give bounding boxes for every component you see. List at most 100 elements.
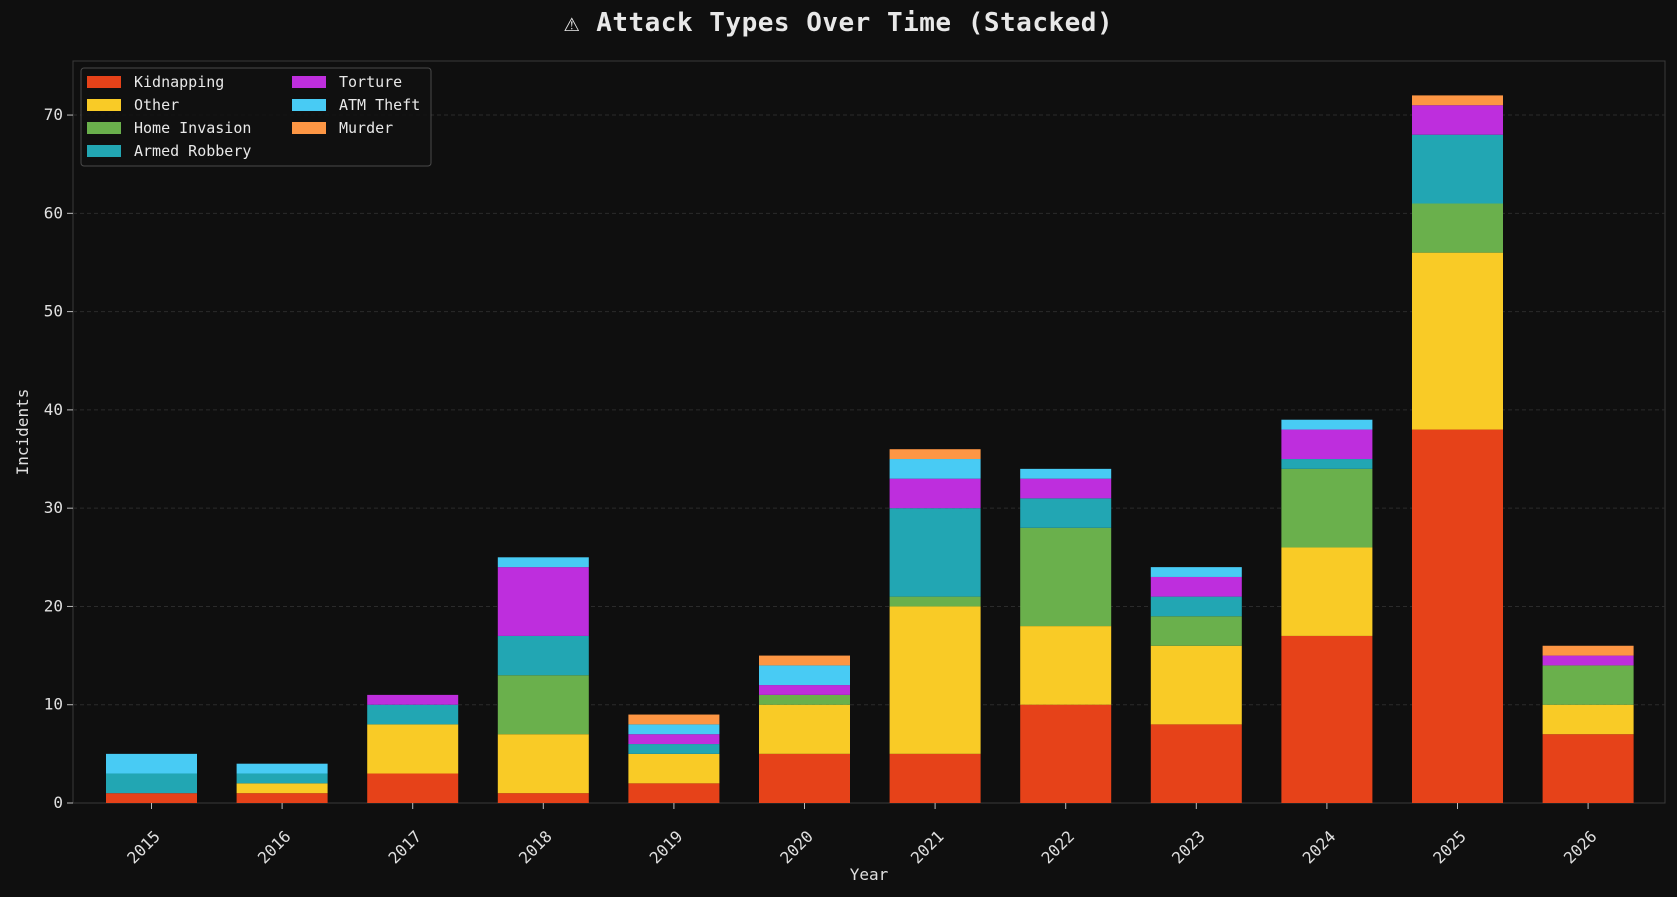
bar-segment-home-invasion-2024 (1281, 468, 1373, 548)
legend-label-other: Other (134, 96, 179, 114)
bar-segment-armed-robbery-2019 (628, 744, 720, 754)
x-tick-label: 2019 (646, 827, 687, 868)
x-tick-label: 2016 (254, 827, 295, 868)
bar-segment-torture-2022 (1020, 478, 1112, 499)
legend-label-torture: Torture (339, 73, 402, 91)
bar-segment-home-invasion-2023 (1150, 616, 1242, 646)
bar-segment-atm-theft-2019 (628, 724, 720, 735)
chart-title: ⚠ Attack Types Over Time (Stacked) (563, 8, 1114, 38)
y-axis: 0 10 20 30 40 50 60 70 (44, 105, 73, 812)
y-tick-label: 30 (44, 498, 63, 517)
legend-label-home-invasion: Home Invasion (134, 119, 251, 137)
bar-segment-other-2023 (1150, 645, 1242, 725)
bar-segment-torture-2021 (889, 478, 981, 509)
plot-frame (72, 60, 1666, 804)
bar-segment-kidnapping-2023 (1150, 724, 1242, 803)
legend-swatch-armed-robbery (87, 145, 121, 157)
bar-segment-torture-2023 (1150, 576, 1242, 597)
bar-segment-other-2017 (367, 724, 459, 774)
bar-segment-armed-robbery-2018 (497, 635, 589, 676)
bar-segment-torture-2025 (1412, 105, 1503, 135)
bar-segment-atm-theft-2020 (759, 665, 850, 686)
x-tick-label: 2024 (1299, 827, 1340, 868)
bar-segment-murder-2026 (1542, 645, 1634, 656)
bar-segment-armed-robbery-2021 (889, 508, 981, 597)
bar-segment-murder-2025 (1412, 95, 1503, 106)
bar-segment-other-2024 (1281, 547, 1373, 636)
bar-segment-atm-theft-2015 (106, 753, 197, 774)
bar-segment-other-2021 (889, 606, 981, 754)
bar-segment-kidnapping-2018 (497, 793, 589, 803)
y-tick-label: 10 (44, 695, 63, 714)
bar-segment-kidnapping-2025 (1412, 429, 1503, 803)
bar-segment-atm-theft-2018 (497, 557, 589, 568)
legend-box (80, 67, 432, 167)
legend-swatch-murder (292, 122, 326, 134)
y-tick-label: 20 (44, 596, 63, 615)
bar-segment-torture-2020 (759, 685, 850, 695)
bar-segment-armed-robbery-2015 (106, 773, 197, 794)
bar-segment-other-2025 (1412, 252, 1503, 430)
bar-segment-torture-2019 (628, 734, 720, 745)
x-tick-label: 2017 (384, 827, 425, 868)
bar-segment-home-invasion-2025 (1412, 203, 1503, 253)
bar-segment-other-2020 (759, 704, 850, 754)
x-tick-label: 2018 (515, 827, 556, 868)
x-tick-label: 2021 (907, 827, 948, 868)
bar-segment-armed-robbery-2024 (1281, 459, 1373, 469)
y-tick-label: 70 (44, 105, 63, 124)
bar-segment-armed-robbery-2022 (1020, 498, 1112, 528)
legend: Kidnapping Other Home Invasion Armed Robber… (80, 67, 432, 167)
grid-lines (73, 114, 1665, 706)
x-tick-label: 2026 (1560, 827, 1601, 868)
legend-swatch-atm-theft (292, 99, 326, 111)
bar-segment-atm-theft-2021 (889, 459, 981, 479)
y-axis-label: Incidents (13, 389, 32, 476)
x-axis: 2015 2016 2017 2018 2019 2020 2021 2022 2023 2024… (123, 803, 1601, 868)
bar-segment-torture-2026 (1542, 655, 1634, 666)
y-tick-label: 50 (44, 302, 63, 321)
bar-segment-kidnapping-2017 (367, 773, 459, 803)
bar-segment-other-2016 (236, 783, 328, 794)
bar-segment-atm-theft-2016 (236, 763, 328, 774)
bar-segment-kidnapping-2022 (1020, 704, 1112, 803)
y-tick-label: 0 (53, 793, 63, 812)
bar-segment-home-invasion-2022 (1020, 527, 1112, 627)
legend-swatch-kidnapping (87, 76, 121, 88)
bars (106, 95, 1634, 803)
legend-swatch-other (87, 99, 121, 111)
bar-segment-torture-2017 (367, 694, 459, 705)
x-tick-label: 2025 (1429, 827, 1470, 868)
bar-segment-home-invasion-2020 (759, 694, 850, 705)
bar-segment-kidnapping-2015 (106, 793, 197, 803)
bar-segment-atm-theft-2022 (1020, 468, 1112, 479)
x-tick-label: 2023 (1168, 827, 1209, 868)
bar-segment-murder-2020 (759, 655, 850, 666)
bar-segment-armed-robbery-2016 (236, 773, 328, 784)
bar-segment-atm-theft-2024 (1281, 419, 1373, 430)
bar-segment-torture-2024 (1281, 429, 1373, 460)
x-tick-label: 2020 (776, 827, 817, 868)
x-axis-label: Year (850, 865, 889, 884)
bar-segment-other-2019 (628, 753, 720, 784)
y-tick-label: 60 (44, 203, 63, 222)
legend-label-atm-theft: ATM Theft (339, 96, 420, 114)
x-tick-label: 2015 (123, 827, 164, 868)
bar-segment-kidnapping-2024 (1281, 635, 1373, 803)
legend-label-armed-robbery: Armed Robbery (134, 142, 251, 160)
bar-segment-other-2018 (497, 734, 589, 794)
bar-segment-kidnapping-2019 (628, 783, 720, 803)
legend-label-murder: Murder (339, 119, 393, 137)
legend-swatch-torture (292, 76, 326, 88)
bar-segment-home-invasion-2021 (889, 596, 981, 607)
bar-segment-kidnapping-2026 (1542, 734, 1634, 803)
bar-segment-kidnapping-2021 (889, 753, 981, 803)
legend-swatch-home-invasion (87, 122, 121, 134)
bar-segment-home-invasion-2026 (1542, 665, 1634, 705)
bar-segment-other-2026 (1542, 704, 1634, 735)
legend-label-kidnapping: Kidnapping (134, 73, 224, 91)
bar-segment-torture-2018 (497, 567, 589, 636)
bar-segment-armed-robbery-2023 (1150, 596, 1242, 617)
bar-segment-armed-robbery-2017 (367, 704, 459, 725)
